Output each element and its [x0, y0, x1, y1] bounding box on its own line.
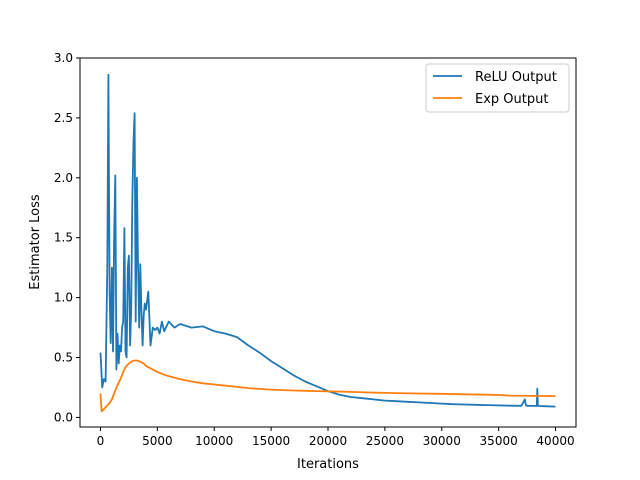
legend: ReLU Output Exp Output — [425, 63, 570, 113]
x-tick-label: 5000 — [142, 434, 173, 448]
x-tick-label: 25000 — [366, 434, 404, 448]
y-tick-label: 2.0 — [54, 171, 73, 185]
x-tick-label: 15000 — [252, 434, 290, 448]
series-layer — [99, 73, 556, 413]
x-tick-label: 35000 — [480, 434, 518, 448]
series-line-exp-output — [99, 359, 556, 413]
y-tick-label: 3.0 — [54, 51, 73, 65]
x-tick-label: 40000 — [536, 434, 574, 448]
x-tick-label: 30000 — [423, 434, 461, 448]
legend-label-relu-output: ReLU Output — [475, 70, 557, 85]
x-axis: 0 5000 10000 15000 20000 25000 30000 35000 40000 — [97, 427, 575, 448]
x-tick-label: 0 — [97, 434, 105, 448]
y-tick-label: 0.0 — [54, 410, 73, 424]
y-tick-label: 0.5 — [54, 351, 73, 365]
y-tick-label: 1.0 — [54, 291, 73, 305]
y-tick-label: 1.5 — [54, 231, 73, 245]
y-axis: 0.0 0.5 1.0 1.5 2.0 2.5 3.0 — [54, 51, 80, 424]
x-tick-label: 10000 — [195, 434, 233, 448]
x-tick-label: 20000 — [309, 434, 347, 448]
y-tick-label: 2.5 — [54, 111, 73, 125]
x-axis-label: Iterations — [297, 457, 359, 472]
y-axis-label: Estimator Loss — [28, 194, 43, 290]
legend-label-exp-output: Exp Output — [475, 92, 548, 107]
series-line-relu-output — [99, 73, 556, 408]
